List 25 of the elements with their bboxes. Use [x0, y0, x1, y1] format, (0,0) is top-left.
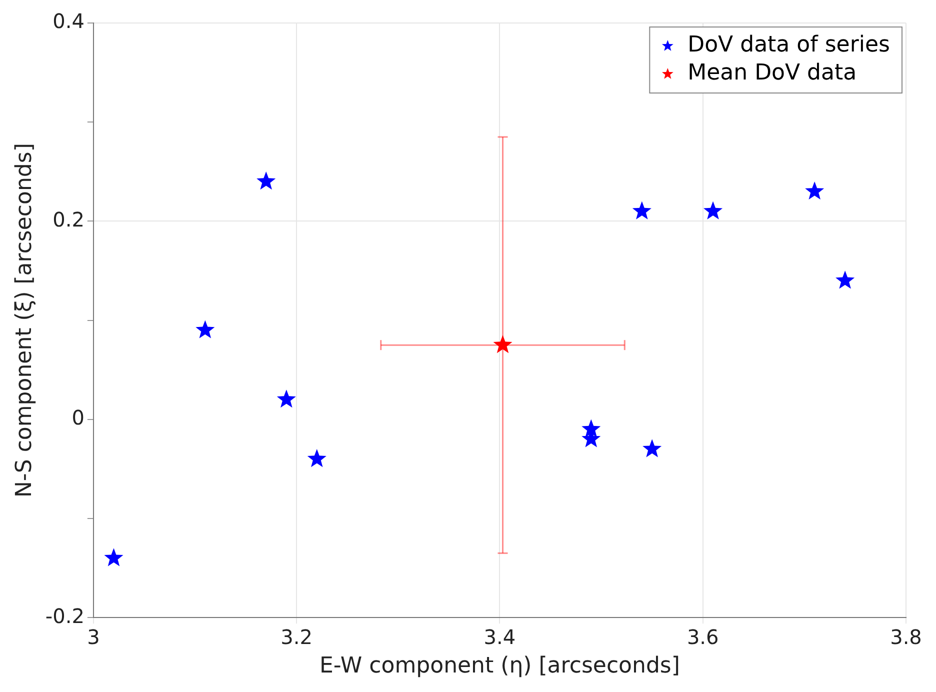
point [704, 201, 723, 220]
y-tick-label: 0.2 [52, 207, 84, 232]
x-tick-label: 3.2 [280, 624, 312, 649]
x-tick-label: 3.4 [484, 624, 516, 649]
point [196, 320, 215, 338]
y-tick-label: -0.2 [45, 604, 84, 628]
point [642, 439, 662, 458]
y-tick-label: 0.4 [52, 9, 84, 34]
legend-label: Mean DoV data [688, 60, 857, 86]
point [632, 201, 652, 220]
point [307, 449, 326, 468]
x-axis-title: E-W component (η) [arcseconds] [319, 654, 680, 679]
point [805, 181, 824, 200]
y-tick-label: 0 [72, 406, 84, 430]
x-tick-label: 3.8 [890, 624, 922, 649]
point [256, 172, 276, 190]
x-tick-label: 3.6 [686, 624, 719, 649]
point [276, 390, 296, 408]
legend-label: DoV data of series [688, 32, 890, 58]
x-tick-label: 3 [87, 624, 100, 649]
y-axis-title: N-S component (ξ) [arcseconds] [12, 143, 37, 498]
point [582, 419, 601, 438]
point [493, 335, 512, 354]
point [836, 270, 855, 289]
point [104, 548, 124, 566]
